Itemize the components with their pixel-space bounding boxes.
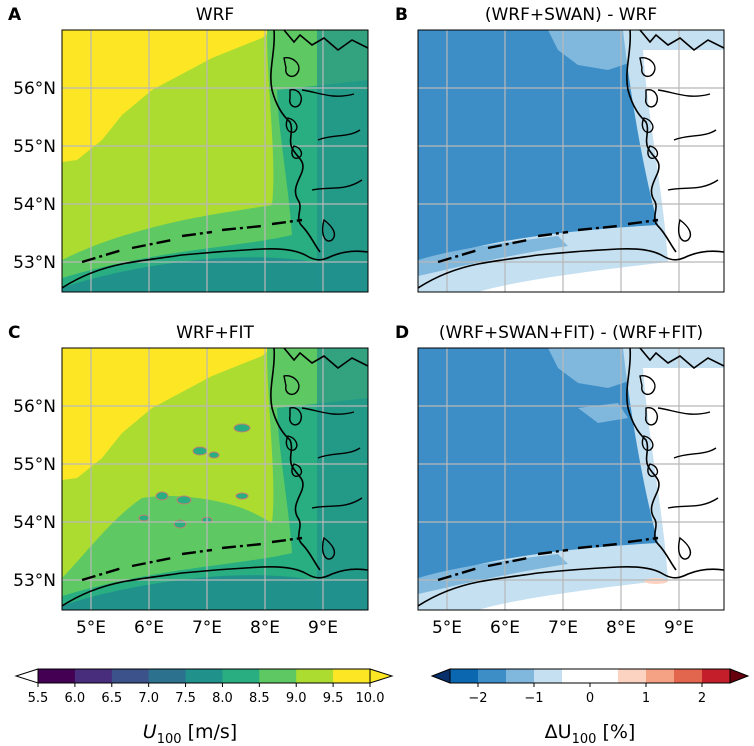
lat-tick: 56°N: [13, 79, 56, 99]
panel-d-map: D (WRF+SWAN+FIT) - (WRF+FIT) 5°E 6°E 7°E…: [395, 323, 725, 638]
wind-field-high: [62, 30, 272, 162]
colorbar-swatch: [534, 669, 563, 683]
colorbar-tick-label: 6.5: [101, 691, 122, 706]
colorbar-tick-label: 8.5: [249, 691, 270, 706]
colorbar-swatch: [562, 669, 591, 683]
colorbar-tick-label: 7.0: [138, 691, 159, 706]
lon-tick: 7°E: [548, 618, 578, 638]
colorbar-swatch: [702, 669, 731, 683]
lon-tick: 9°E: [664, 618, 694, 638]
lat-tick: 54°N: [13, 513, 56, 533]
panel-d-title: (WRF+SWAN+FIT) - (WRF+FIT): [439, 323, 703, 343]
colorbar-tick-label: 9.0: [286, 691, 307, 706]
wind-colorbar-label: U100 [m/s]: [143, 721, 237, 746]
panel-a-letter: A: [8, 5, 22, 25]
colorbar-swatch: [74, 669, 113, 683]
colorbar-extend-high: [729, 668, 750, 684]
panel-b-title: (WRF+SWAN) - WRF: [485, 5, 657, 25]
lat-tick: 53°N: [13, 571, 56, 591]
colorbar-swatch: [618, 669, 647, 683]
colorbar-tick-label: 5.5: [28, 691, 49, 706]
colorbar-swatch: [296, 669, 334, 683]
panel-c-lon-ticks: 5°E 6°E 7°E 8°E 9°E: [76, 618, 338, 638]
colorbar-tick-label: 6.0: [65, 691, 86, 706]
panel-d-letter: D: [395, 323, 409, 343]
lon-tick: 5°E: [432, 618, 462, 638]
colorbar-frame: [37, 668, 371, 684]
positive-anomaly: [644, 578, 668, 584]
panel-b-letter: B: [395, 5, 408, 25]
lon-tick: 5°E: [76, 618, 106, 638]
colorbar-swatch: [259, 669, 297, 683]
colorbar-swatch: [222, 669, 260, 683]
colorbar-tick-label: −1: [524, 691, 543, 706]
lon-tick: 6°E: [134, 618, 164, 638]
colorbar-tick-label: 7.5: [175, 691, 196, 706]
colorbar-tick-label: 9.5: [323, 691, 344, 706]
lon-tick: 8°E: [250, 618, 280, 638]
lon-tick: 9°E: [308, 618, 338, 638]
colorbar-swatch: [185, 669, 223, 683]
panel-c-letter: C: [8, 323, 20, 343]
colorbar-swatch: [450, 669, 479, 683]
colorbar-swatch: [590, 669, 619, 683]
colorbar-swatch: [111, 669, 150, 683]
panel-c-lat-ticks: 56°N 55°N 54°N 53°N: [13, 397, 56, 591]
lat-tick: 55°N: [13, 137, 56, 157]
colorbar-extend-low: [14, 668, 39, 684]
colorbar-swatch: [506, 669, 535, 683]
colorbar-extend-high: [369, 668, 394, 684]
colorbar-tick-label: 8.0: [212, 691, 233, 706]
lon-tick: 7°E: [192, 618, 222, 638]
wind-speed-colorbar: 5.5 6.0 6.5 7.0 7.5 8.0 8.5 9.0 9.5 10.0: [14, 668, 394, 706]
lat-tick: 53°N: [13, 253, 56, 273]
lat-tick: 55°N: [13, 455, 56, 475]
colorbar-swatch: [674, 669, 703, 683]
delta-wind-colorbar: −2 −1 0 1 2: [430, 668, 750, 706]
colorbar-tick-label: 2: [698, 691, 706, 706]
panel-c-title: WRF+FIT: [176, 323, 254, 343]
panel-b-map: B (WRF+SWAN) - WRF: [395, 5, 725, 293]
colorbar-swatch: [148, 669, 187, 683]
colorbar-swatch: [478, 669, 507, 683]
panel-a-title: WRF: [196, 5, 234, 25]
colorbar-extend-low: [430, 668, 451, 684]
panel-a-lat-ticks: 56°N 55°N 54°N 53°N: [13, 79, 56, 273]
panel-c-map: C WRF+FIT 56°N 55°N 54°N 53°N 5°E 6°E 7°…: [8, 323, 369, 638]
diff-field-weak: [548, 30, 638, 70]
lat-tick: 56°N: [13, 397, 56, 417]
lat-tick: 54°N: [13, 195, 56, 215]
panel-a-map: A WRF 56°N 55°N 54°N 53°N: [8, 5, 369, 293]
panel-d-lon-ticks: 5°E 6°E 7°E 8°E 9°E: [432, 618, 694, 638]
delta-colorbar-label: ΔU100 [%]: [545, 721, 636, 746]
colorbar-tick-label: 10.0: [356, 691, 385, 706]
lon-tick: 6°E: [490, 618, 520, 638]
colorbar-tick-label: −2: [468, 691, 487, 706]
lon-tick: 8°E: [606, 618, 636, 638]
colorbar-swatch: [333, 669, 371, 683]
colorbar-swatch: [38, 669, 76, 683]
colorbar-swatch: [646, 669, 675, 683]
colorbar-tick-label: 0: [586, 691, 594, 706]
wind-field-coastal: [62, 257, 368, 292]
colorbar-tick-label: 1: [642, 691, 650, 706]
